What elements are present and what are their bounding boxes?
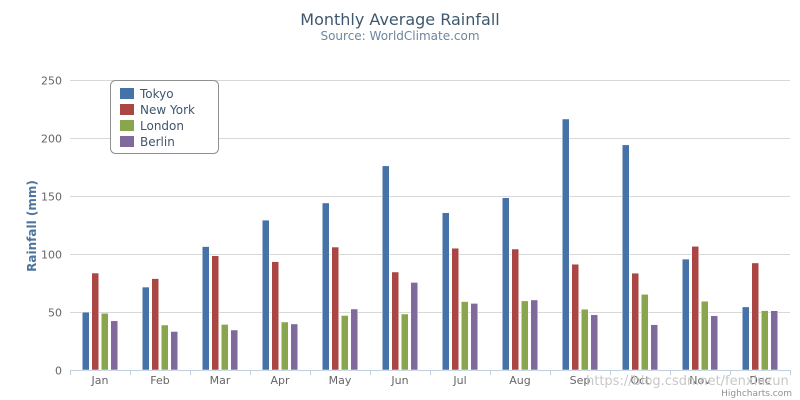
bar-tokyo[interactable] <box>562 118 570 371</box>
bar-berlin[interactable] <box>590 314 598 371</box>
bar-london[interactable] <box>341 315 349 371</box>
bar-london[interactable] <box>761 310 769 371</box>
legend-swatch[interactable] <box>120 136 134 147</box>
bar-london[interactable] <box>221 324 229 371</box>
legend-swatch[interactable] <box>120 120 134 131</box>
bar-london[interactable] <box>101 313 109 371</box>
x-tick-label: Oct <box>630 374 650 387</box>
credits-link[interactable]: Highcharts.com <box>721 389 792 399</box>
x-tick-label: Feb <box>150 374 169 387</box>
bar-new-york[interactable] <box>511 248 519 371</box>
bar-tokyo[interactable] <box>322 202 330 371</box>
legend-item-label[interactable]: London <box>140 119 184 133</box>
bar-berlin[interactable] <box>710 315 718 371</box>
bar-london[interactable] <box>701 300 709 371</box>
bar-new-york[interactable] <box>571 263 579 371</box>
legend-box <box>110 80 219 154</box>
bar-london[interactable] <box>401 313 409 371</box>
x-tick-label: Mar <box>210 374 231 387</box>
x-tick-label: Nov <box>689 374 711 387</box>
bar-new-york[interactable] <box>91 272 99 371</box>
bar-layer <box>82 118 778 371</box>
x-tick-label: Sep <box>570 374 591 387</box>
y-tick-label: 200 <box>41 133 62 146</box>
bar-tokyo[interactable] <box>142 286 150 371</box>
bar-berlin[interactable] <box>170 331 178 371</box>
x-tick-label: Apr <box>270 374 290 387</box>
bar-london[interactable] <box>461 301 469 371</box>
bar-tokyo[interactable] <box>742 306 750 371</box>
bar-tokyo[interactable] <box>82 311 90 371</box>
bar-berlin[interactable] <box>350 308 358 371</box>
y-tick-label: 150 <box>41 191 62 204</box>
bar-london[interactable] <box>521 300 529 371</box>
x-tick-label: Jan <box>91 374 109 387</box>
bar-tokyo[interactable] <box>202 246 210 371</box>
y-axis-ticks: 0 50 100 150 200 250 <box>41 75 62 378</box>
chart-title: Monthly Average Rainfall <box>300 10 499 29</box>
legend: Tokyo New York London Berlin <box>110 80 219 154</box>
bar-tokyo[interactable] <box>382 165 390 371</box>
x-tick-label: Aug <box>509 374 530 387</box>
bar-new-york[interactable] <box>451 247 459 371</box>
x-axis-ticks: Jan Feb Mar Apr May Jun Jul Aug Sep Oct Nov Dec <box>70 370 791 387</box>
bar-london[interactable] <box>581 308 589 371</box>
legend-swatch[interactable] <box>120 88 134 99</box>
bar-london[interactable] <box>281 321 289 371</box>
bar-berlin[interactable] <box>530 299 538 371</box>
bar-berlin[interactable] <box>410 282 418 371</box>
chart-subtitle: Source: WorldClimate.com <box>320 29 479 43</box>
bar-berlin[interactable] <box>470 303 478 371</box>
bar-new-york[interactable] <box>691 246 699 371</box>
x-tick-label: Jun <box>390 374 408 387</box>
bar-berlin[interactable] <box>290 323 298 371</box>
y-tick-label: 250 <box>41 75 62 88</box>
legend-item-label[interactable]: Berlin <box>140 135 175 149</box>
bar-tokyo[interactable] <box>262 219 270 371</box>
watermark-text: https://blog.csdn.net/fenxiuzun <box>586 374 789 389</box>
bar-berlin[interactable] <box>770 310 778 371</box>
bar-new-york[interactable] <box>211 255 219 371</box>
y-axis-title: Rainfall (mm) <box>25 180 39 272</box>
bar-new-york[interactable] <box>271 261 279 371</box>
y-tick-label: 100 <box>41 249 62 262</box>
y-tick-label: 50 <box>48 307 62 320</box>
x-tick-label: Jul <box>452 374 466 387</box>
bar-new-york[interactable] <box>391 271 399 371</box>
bar-berlin[interactable] <box>650 324 658 371</box>
bar-tokyo[interactable] <box>682 258 690 371</box>
bar-new-york[interactable] <box>151 278 159 371</box>
x-tick-label: May <box>329 374 352 387</box>
bar-tokyo[interactable] <box>442 212 450 371</box>
bar-london[interactable] <box>161 324 169 371</box>
x-tick-label: Dec <box>749 374 770 387</box>
bar-london[interactable] <box>641 294 649 371</box>
legend-item-label[interactable]: Tokyo <box>139 87 174 101</box>
y-tick-label: 0 <box>55 365 62 378</box>
bar-new-york[interactable] <box>751 262 759 371</box>
bar-new-york[interactable] <box>631 272 639 371</box>
bar-berlin[interactable] <box>230 329 238 371</box>
legend-swatch[interactable] <box>120 104 134 115</box>
bar-berlin[interactable] <box>110 320 118 371</box>
legend-item-label[interactable]: New York <box>140 103 195 117</box>
bar-tokyo[interactable] <box>622 144 630 371</box>
bar-tokyo[interactable] <box>502 197 510 371</box>
bar-new-york[interactable] <box>331 246 339 371</box>
